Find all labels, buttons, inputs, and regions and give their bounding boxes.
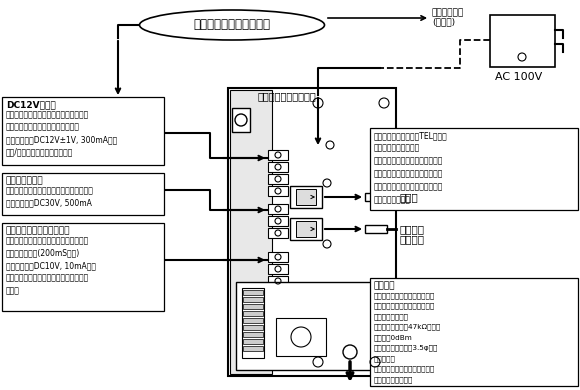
Bar	[243, 346, 263, 351]
Text: ・外側のテープレコーダなどか: ・外側のテープレコーダなどか	[374, 292, 435, 299]
Text: ・ホットラインモードのときは使用しま: ・ホットラインモードのときは使用しま	[6, 273, 89, 282]
Text: に接続してください: に接続してください	[374, 144, 420, 153]
Text: 外部機器を接続: 外部機器を接続	[6, 176, 44, 185]
Text: ・接点容量：DC10V, 10mA以上: ・接点容量：DC10V, 10mA以上	[6, 261, 96, 270]
Bar	[365, 225, 387, 233]
Bar	[268, 264, 288, 274]
Text: ・接点容量：DC30V, 500mA: ・接点容量：DC30V, 500mA	[6, 199, 92, 207]
Bar	[268, 228, 288, 238]
Text: らメッセージを録音するとき: らメッセージを録音するとき	[374, 303, 435, 309]
Text: 報を始めます(200mS以上): 報を始めます(200mS以上)	[6, 248, 80, 257]
Bar	[243, 332, 263, 337]
Bar	[243, 304, 263, 309]
Bar	[268, 150, 288, 160]
Text: 電源アダプタジャック: 電源アダプタジャック	[258, 91, 317, 101]
Bar	[290, 218, 322, 240]
Text: ・無電圧メーク接点が入力されると、通: ・無電圧メーク接点が入力されると、通	[6, 236, 89, 245]
Bar	[268, 162, 288, 172]
Bar	[268, 276, 288, 286]
Text: ・＋/－の極性にご注意ください: ・＋/－の極性にご注意ください	[6, 147, 74, 156]
Text: ・電話機は必ずこの「TEL」端子: ・電話機は必ずこの「TEL」端子	[374, 131, 448, 140]
Text: どちらか一方を使います: どちらか一方を使います	[194, 18, 270, 32]
Bar	[290, 186, 322, 208]
Text: ホン信号を使います。プッシュ: ホン信号を使います。プッシュ	[374, 169, 443, 178]
Bar	[2, 97, 164, 165]
Bar	[243, 297, 263, 302]
Bar	[243, 318, 263, 323]
Bar	[228, 88, 396, 376]
Text: ・電源容量：DC12V±1V, 300mA以上: ・電源容量：DC12V±1V, 300mA以上	[6, 135, 117, 144]
Bar	[296, 221, 316, 237]
Bar	[243, 325, 263, 330]
Text: ・電源アダプタを使用せず、直接、直流: ・電源アダプタを使用せず、直接、直流	[6, 110, 89, 119]
Bar	[232, 108, 250, 132]
Bar	[268, 216, 288, 226]
Bar	[242, 288, 264, 358]
Text: ・電話番号の登録などにプッシュ: ・電話番号の登録などにプッシュ	[374, 157, 443, 166]
Bar	[370, 278, 578, 386]
Bar	[276, 318, 326, 356]
Text: ジャック: ジャック	[374, 355, 396, 362]
Bar	[296, 189, 316, 205]
Text: せん: せん	[6, 286, 20, 295]
Text: センサ（起動信号）を接続: センサ（起動信号）を接続	[6, 226, 71, 235]
Text: ・ジャックの仕様：3.5φミニ: ・ジャックの仕様：3.5φミニ	[374, 344, 438, 351]
Text: ホン信号が出せる電話機を接続: ホン信号が出せる電話機を接続	[374, 182, 443, 191]
Text: (添付品): (添付品)	[432, 17, 455, 26]
Text: ・機器接続用のコードは別途お: ・機器接続用のコードは別途お	[374, 365, 435, 372]
Bar	[268, 252, 288, 262]
Text: してください。: してください。	[374, 195, 411, 204]
Text: AC 100V: AC 100V	[495, 72, 542, 82]
Text: 買い求めください: 買い求めください	[374, 376, 414, 383]
Bar	[243, 290, 263, 295]
Text: ・インピーダンス47kΩ、入力: ・インピーダンス47kΩ、入力	[374, 323, 441, 330]
Bar	[268, 204, 288, 214]
Text: ・通報中、無電圧メーク接点を出力します: ・通報中、無電圧メーク接点を出力します	[6, 186, 94, 195]
Text: アナログ: アナログ	[400, 224, 425, 234]
Bar	[268, 174, 288, 184]
Text: 外部音源: 外部音源	[374, 281, 396, 290]
Bar	[490, 15, 555, 67]
Ellipse shape	[140, 10, 324, 40]
Bar	[243, 339, 263, 344]
Bar	[230, 90, 272, 374]
Text: 電源アダプタ: 電源アダプタ	[432, 8, 464, 17]
Bar	[365, 193, 387, 201]
Bar	[370, 128, 578, 210]
Text: レベル0dBm: レベル0dBm	[374, 334, 413, 340]
Bar	[268, 186, 288, 196]
Bar	[236, 282, 384, 370]
Text: 電話回線: 電話回線	[400, 234, 425, 244]
Bar	[2, 223, 164, 311]
Bar	[2, 173, 164, 215]
Text: DC12Vを接続: DC12Vを接続	[6, 100, 56, 109]
Bar	[243, 311, 263, 316]
Text: に接続します。: に接続します。	[374, 313, 409, 320]
Text: 電話機: 電話機	[400, 192, 419, 202]
Text: 電源を接続するときに使用します: 電源を接続するときに使用します	[6, 122, 80, 131]
